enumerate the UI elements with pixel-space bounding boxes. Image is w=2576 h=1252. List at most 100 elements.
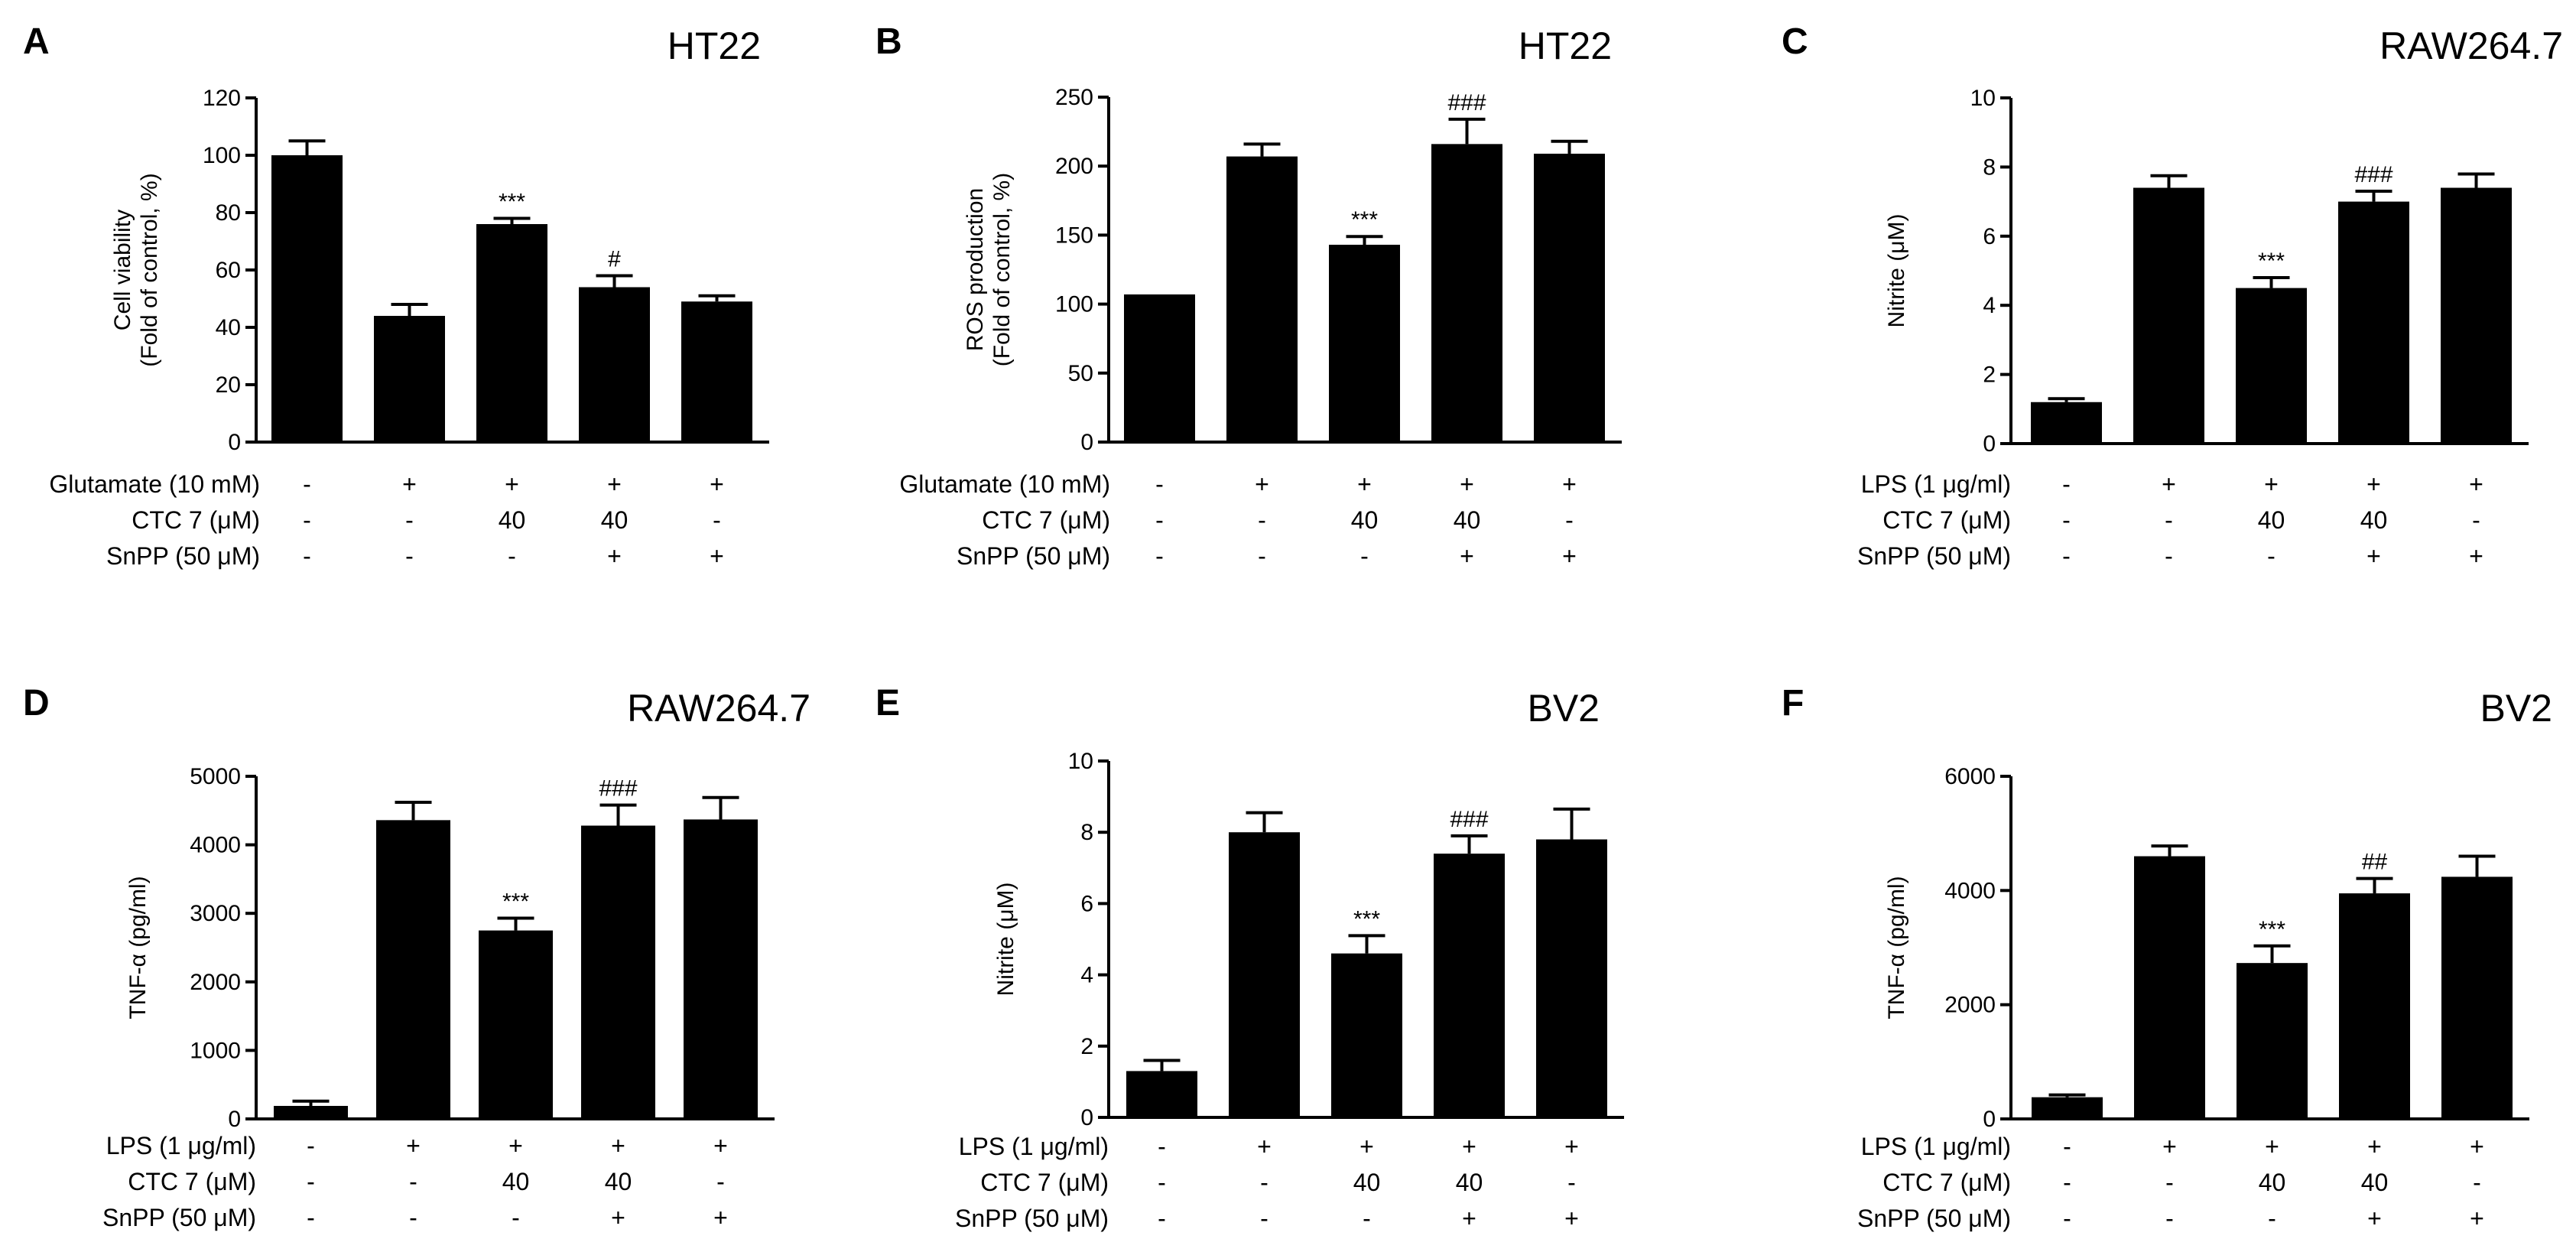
condition-label: LPS (1 μg/ml) [106,1132,256,1159]
condition-value: - [2472,506,2480,534]
y-tick-label: 80 [216,200,241,226]
condition-value: + [1562,542,1577,570]
chart-title: RAW264.7 [2379,24,2563,67]
y-axis-label: ROS production [963,188,988,351]
condition-value: + [1462,1205,1476,1232]
condition-label: SnPP (50 μM) [106,542,260,570]
condition-value: - [2063,1205,2071,1232]
y-axis-label: (Fold of control, %) [989,173,1015,366]
panel-b: B HT22 0 50 100 150 200 250 ROS production (Fold … [875,21,1622,570]
condition-value: - [409,1204,417,1231]
condition-value: - [1258,506,1266,534]
condition-value: + [2469,470,2483,498]
y-tick-label: 10 [1068,749,1093,774]
condition-value: - [303,506,311,534]
bar [1229,832,1300,1117]
condition-value: - [2062,506,2071,534]
condition-value: + [2265,1133,2279,1160]
condition-value: + [1562,470,1577,498]
y-tick-label: 120 [203,86,241,111]
condition-value: + [607,470,622,498]
condition-value: - [405,542,414,570]
bar [1434,854,1505,1117]
bar [1329,245,1400,442]
panel-letter: E [875,683,900,724]
y-tick-label: 100 [203,143,241,168]
bar [1124,294,1195,442]
y-tick-label: 6000 [1944,764,1996,789]
significance-mark: *** [1353,906,1380,932]
condition-value: + [1462,1133,1476,1160]
condition-value: - [303,470,311,498]
significance-mark: *** [1351,207,1378,233]
condition-value: + [607,542,622,570]
condition-value: 40 [1351,506,1379,534]
y-tick-label: 3000 [190,901,241,926]
bar [376,820,450,1119]
bar [274,1105,348,1119]
y-tick-label: 2 [1983,363,1996,388]
chart-title: RAW264.7 [627,687,810,730]
bar [2133,187,2204,444]
condition-value: + [713,1132,728,1159]
bar [2441,187,2512,444]
condition-value: + [1460,470,1474,498]
condition-value: 40 [2360,506,2388,534]
condition-value: - [716,1168,725,1195]
significance-mark: ### [1447,90,1486,115]
condition-label: LPS (1 μg/ml) [1861,1133,2011,1160]
condition-value: - [1260,1169,1269,1196]
y-axis-label: Cell viability [110,210,135,330]
condition-label: SnPP (50 μM) [955,1205,1109,1232]
y-tick-label: 100 [1055,292,1093,317]
condition-value: - [2165,1169,2174,1196]
y-tick-label: 150 [1055,223,1093,248]
y-tick-label: 4000 [190,833,241,858]
condition-value: + [710,542,724,570]
condition-value: - [2165,506,2173,534]
y-tick-label: 40 [216,315,241,340]
y-tick-label: 0 [1983,1107,1996,1132]
condition-value: + [1564,1133,1579,1160]
condition-value: - [1158,1133,1166,1160]
y-tick-label: 4 [1080,963,1093,988]
bar [476,224,547,442]
y-tick-label: 50 [1068,361,1093,386]
condition-value: + [2470,1133,2484,1160]
bar [2339,893,2410,1119]
bar [579,287,650,442]
condition-value: + [508,1132,523,1159]
bar [681,301,752,442]
significance-mark: ### [1450,807,1488,832]
condition-value: + [713,1204,728,1231]
condition-value: - [307,1168,315,1195]
condition-value: 40 [1454,506,1481,534]
condition-value: + [2469,542,2483,570]
condition-label: CTC 7 (μM) [980,1169,1109,1196]
condition-value: - [1158,1205,1166,1232]
bar [2237,963,2308,1119]
condition-value: 40 [605,1168,632,1195]
condition-value: 40 [601,506,629,534]
condition-label: SnPP (50 μM) [102,1204,256,1231]
panel-letter: F [1782,683,1804,724]
bar [2031,402,2102,444]
y-tick-label: 8 [1080,820,1093,845]
condition-value: + [2366,542,2381,570]
y-tick-label: 0 [228,1107,241,1132]
panel-letter: B [875,21,902,62]
panel-f: F BV2 0 2000 4000 6000 TNF-α (pg/ml) *** ## LPS (… [1782,683,2552,1232]
condition-value: - [1260,1205,1269,1232]
significance-mark: *** [502,889,529,914]
condition-value: + [2470,1205,2484,1232]
y-tick-label: 2000 [1944,993,1996,1018]
condition-value: - [1155,470,1164,498]
y-tick-label: 6 [1080,891,1093,916]
condition-label: CTC 7 (μM) [982,506,1110,534]
condition-label: SnPP (50 μM) [1857,1205,2011,1232]
condition-value: + [2367,1205,2382,1232]
significance-mark: ### [599,776,637,802]
panel-letter: D [23,683,50,724]
y-tick-label: 200 [1055,154,1093,179]
